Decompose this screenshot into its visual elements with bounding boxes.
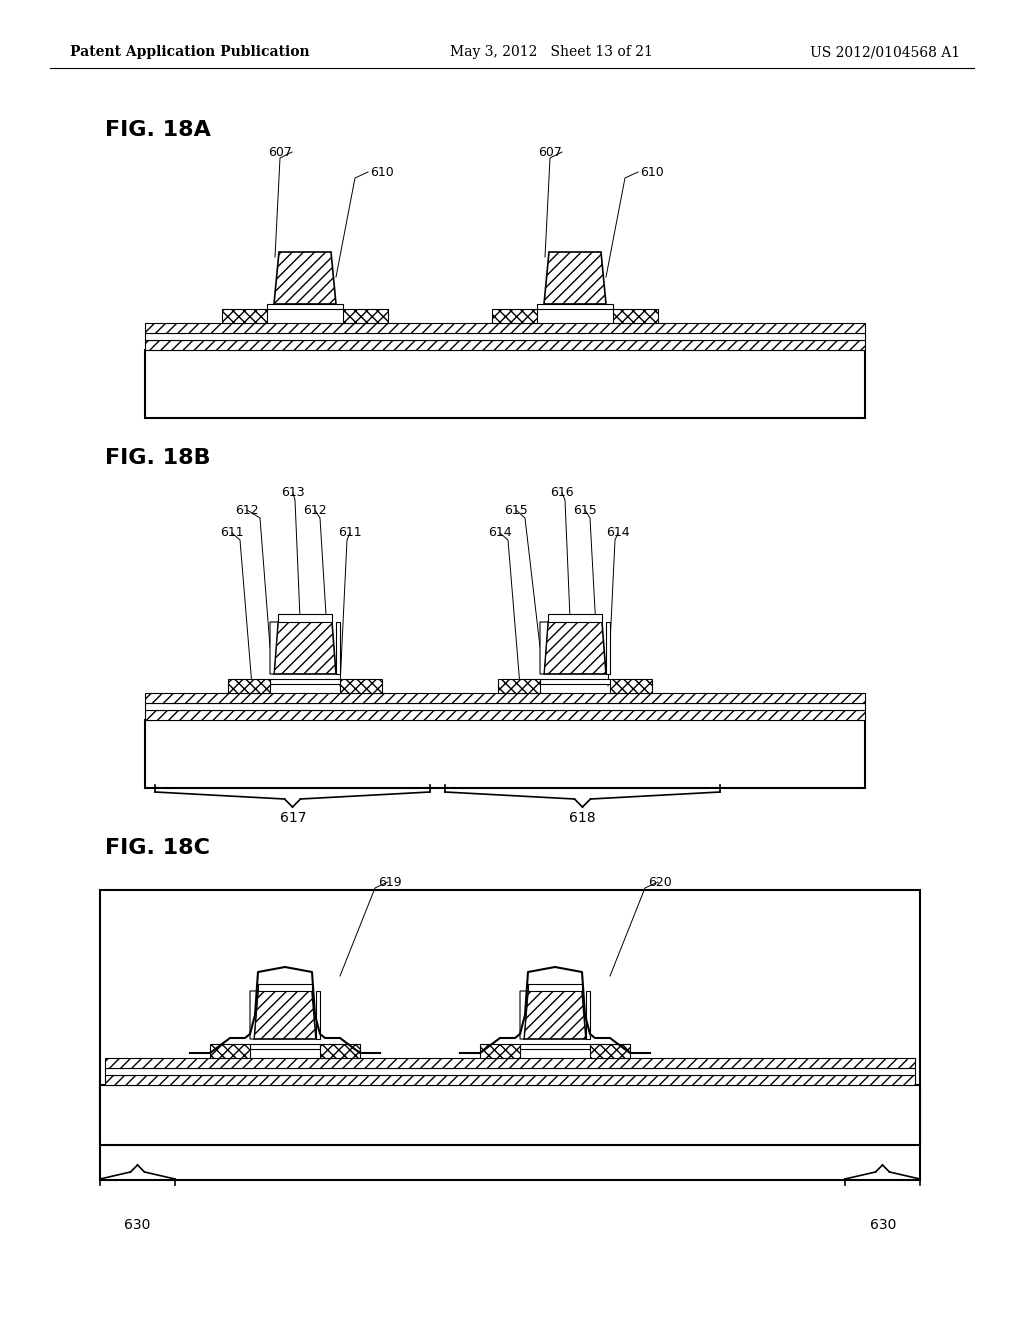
Text: 612: 612 [303, 503, 327, 516]
Text: 607: 607 [268, 145, 292, 158]
Bar [210, 1044, 250, 1059]
Polygon shape [544, 622, 606, 675]
Bar [100, 890, 920, 1180]
Bar [145, 341, 865, 350]
Text: 620: 620 [648, 875, 672, 888]
Text: 615: 615 [573, 503, 597, 516]
Bar [145, 350, 865, 418]
Polygon shape [524, 991, 586, 1039]
Bar [590, 1044, 630, 1059]
Bar [343, 309, 388, 323]
Text: May 3, 2012   Sheet 13 of 21: May 3, 2012 Sheet 13 of 21 [450, 45, 653, 59]
Text: 607: 607 [539, 145, 562, 158]
Polygon shape [274, 622, 336, 675]
Text: FIG. 18B: FIG. 18B [105, 447, 211, 469]
Text: 630: 630 [124, 1218, 151, 1232]
Bar [145, 333, 865, 341]
Bar [250, 1044, 319, 1049]
Bar [222, 309, 267, 323]
Polygon shape [316, 991, 319, 1039]
Polygon shape [270, 622, 278, 675]
Bar [319, 1044, 360, 1059]
Text: 616: 616 [550, 487, 573, 499]
Bar [267, 304, 343, 309]
Polygon shape [254, 991, 316, 1039]
Text: 611: 611 [338, 527, 361, 540]
Bar [528, 983, 582, 991]
Bar [498, 678, 540, 693]
Bar [613, 309, 658, 323]
Polygon shape [544, 252, 606, 304]
Bar [145, 693, 865, 704]
Polygon shape [250, 991, 258, 1039]
Polygon shape [520, 991, 528, 1039]
Text: 617: 617 [280, 810, 306, 825]
Bar [540, 678, 610, 684]
Text: FIG. 18C: FIG. 18C [105, 838, 210, 858]
Polygon shape [586, 991, 590, 1039]
Polygon shape [540, 622, 548, 675]
Bar [278, 614, 332, 622]
Polygon shape [274, 252, 336, 304]
Bar [548, 614, 602, 622]
Bar [100, 1085, 920, 1144]
Bar [520, 1044, 590, 1049]
Bar [105, 1059, 915, 1068]
Text: 610: 610 [370, 165, 394, 178]
Bar [145, 719, 865, 788]
Text: Patent Application Publication: Patent Application Publication [70, 45, 309, 59]
Bar [145, 710, 865, 719]
Text: 618: 618 [568, 810, 595, 825]
Bar [537, 304, 613, 309]
Text: FIG. 18A: FIG. 18A [105, 120, 211, 140]
Text: 614: 614 [488, 527, 512, 540]
Polygon shape [336, 622, 340, 675]
Text: 630: 630 [869, 1218, 896, 1232]
Bar [610, 678, 652, 693]
Text: 611: 611 [220, 527, 244, 540]
Text: 610: 610 [640, 165, 664, 178]
Text: 612: 612 [236, 503, 259, 516]
Text: 613: 613 [282, 487, 305, 499]
Bar [145, 704, 865, 710]
Bar [480, 1044, 520, 1059]
Bar [105, 1068, 915, 1074]
Text: 619: 619 [378, 875, 401, 888]
Text: 614: 614 [606, 527, 630, 540]
Bar [105, 1074, 915, 1085]
Text: 615: 615 [504, 503, 528, 516]
Bar [145, 323, 865, 333]
Bar [492, 309, 537, 323]
Bar [228, 678, 270, 693]
Bar [270, 678, 340, 684]
Bar [258, 983, 312, 991]
Polygon shape [606, 622, 610, 675]
Bar [340, 678, 382, 693]
Text: US 2012/0104568 A1: US 2012/0104568 A1 [810, 45, 961, 59]
